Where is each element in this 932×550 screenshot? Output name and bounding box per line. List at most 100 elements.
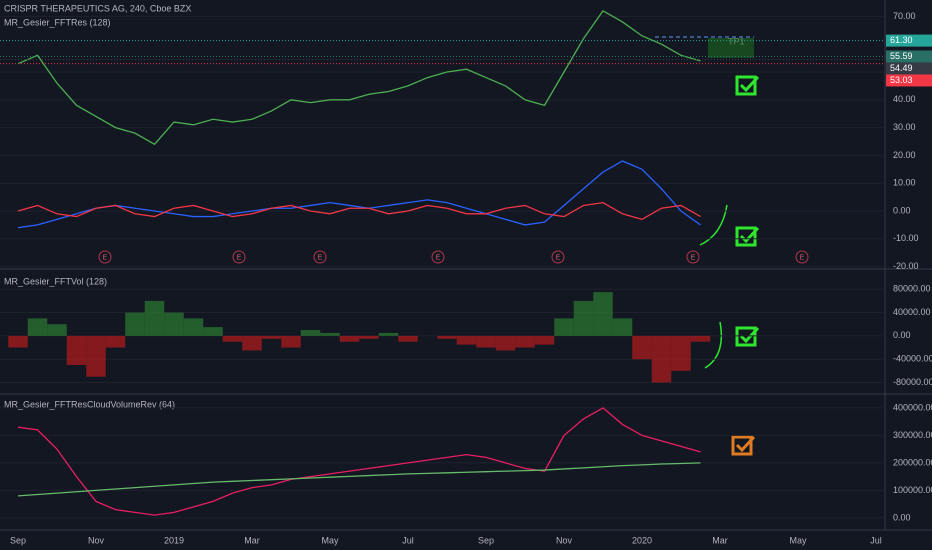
x-tick-label: Jul [402, 535, 414, 545]
y-tick-label: 30.00 [893, 122, 916, 132]
x-tick-label: May [789, 535, 807, 545]
bar [515, 335, 535, 348]
price-label: 53.03 [890, 75, 913, 85]
bar [495, 335, 516, 351]
bar [359, 335, 379, 339]
bar [339, 335, 360, 342]
bar [476, 335, 496, 348]
bar [398, 335, 418, 342]
earnings-marker [431, 250, 445, 264]
x-tick-label: Sep [10, 535, 26, 545]
y-tick-label: 40.00 [893, 94, 916, 104]
series-line [17, 462, 701, 497]
earnings-label: E [237, 254, 242, 261]
price-label: 54.49 [890, 63, 913, 73]
bar [300, 330, 321, 336]
earnings-label: E [691, 254, 696, 261]
bar [593, 292, 613, 336]
chart-title: CRISPR THERAPEUTICS AG, 240, Cboe BZX [4, 3, 191, 13]
y-tick-label: -20.00 [893, 261, 919, 271]
earnings-marker [551, 250, 565, 264]
curve-annotation [699, 204, 728, 246]
y-tick-label: 0.00 [893, 205, 911, 215]
y-tick-label: 10.00 [893, 178, 916, 188]
earnings-marker [232, 250, 246, 264]
earnings-marker [98, 250, 112, 264]
bar [281, 335, 301, 348]
bar [612, 318, 633, 336]
y-tick-label: 400000.00 [893, 402, 932, 412]
bar [183, 318, 204, 336]
y-tick-label: -10.00 [893, 233, 919, 243]
bar [261, 335, 282, 339]
bar [437, 335, 457, 339]
earnings-label: E [436, 254, 441, 261]
y-tick-label: -80000.00 [893, 377, 932, 387]
bar [242, 335, 262, 351]
series-line [17, 9, 701, 146]
curve-annotation [704, 321, 723, 369]
earnings-marker [313, 250, 327, 264]
x-tick-label: Mar [712, 535, 728, 545]
earnings-marker [795, 250, 809, 264]
bar [66, 335, 87, 366]
price-label-box [886, 50, 932, 63]
bar [86, 335, 106, 377]
y-tick-label: 100000.00 [893, 485, 932, 495]
x-tick-label: Mar [244, 535, 260, 545]
price-label-box [886, 62, 932, 75]
y-tick-label: 70.00 [893, 11, 916, 21]
x-tick-label: Sep [478, 535, 494, 545]
bar [105, 335, 126, 348]
bar [651, 335, 672, 383]
y-tick-label: 40000.00 [893, 307, 931, 317]
series-line [17, 201, 701, 221]
annotation: TP1 [728, 36, 745, 46]
x-tick-label: Nov [88, 535, 105, 545]
bar [144, 300, 165, 336]
bar [125, 312, 145, 336]
earnings-label: E [103, 254, 108, 261]
bar [534, 335, 555, 345]
indicator-title: MR_Gesier_FFTResCloudVolumeRev (64) [4, 399, 175, 409]
bar [47, 324, 67, 336]
indicator-title: MR_Gesier_FFTRes (128) [4, 17, 111, 27]
series-line [17, 407, 701, 516]
bar [8, 335, 28, 348]
indicator-title: MR_Gesier_FFTVol (128) [4, 276, 107, 286]
price-label-box [886, 34, 932, 47]
x-tick-label: May [321, 535, 339, 545]
earnings-label: E [800, 254, 805, 261]
y-tick-label: 0.00 [893, 330, 911, 340]
earnings-label: E [556, 254, 561, 261]
checkmark [731, 75, 760, 456]
bar [573, 300, 594, 336]
earnings-label: E [318, 254, 323, 261]
bar [320, 332, 340, 336]
bar [164, 312, 184, 336]
y-tick-label: 0.00 [893, 512, 911, 522]
y-tick-label: -40000.00 [893, 354, 932, 364]
bar [554, 318, 574, 336]
price-label-box [886, 74, 932, 87]
bar [27, 318, 48, 336]
earnings-marker [686, 250, 700, 264]
bar [222, 335, 243, 342]
price-label: 55.59 [890, 51, 913, 61]
price-label: 61.30 [890, 35, 913, 45]
y-tick-label: 200000.00 [893, 457, 932, 467]
x-tick-label: Jul [870, 535, 882, 545]
series-line [17, 160, 701, 229]
bar [203, 327, 223, 336]
y-tick-label: 80000.00 [893, 284, 931, 294]
x-tick-label: Nov [556, 535, 573, 545]
bar [456, 335, 477, 345]
bar [632, 335, 652, 360]
x-tick-label: 2019 [164, 535, 184, 545]
bar [378, 332, 399, 336]
target-box [708, 38, 754, 58]
y-tick-label: 20.00 [893, 150, 916, 160]
